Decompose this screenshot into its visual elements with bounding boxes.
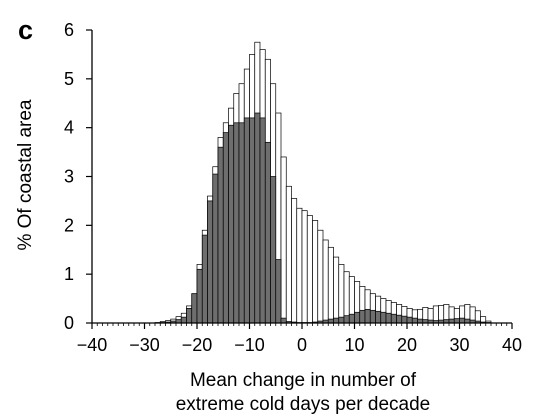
grey-bar (196, 268, 203, 324)
grey-bar (191, 293, 198, 324)
grey-bar (259, 117, 266, 324)
white-bar (301, 210, 308, 324)
grey-bar (217, 146, 224, 324)
grey-bar (359, 309, 366, 324)
grey-bar (201, 234, 208, 324)
y-tick-label: 4 (64, 118, 74, 138)
grey-bar (333, 317, 340, 324)
grey-bar (180, 316, 187, 324)
x-axis-title-line-2: extreme cold days per decade (176, 394, 431, 415)
grey-bar (270, 176, 277, 324)
grey-bar (275, 259, 282, 324)
white-bar (322, 239, 329, 324)
grey-bar (375, 310, 382, 324)
grey-bar (264, 141, 271, 324)
x-tick-label: 20 (397, 335, 417, 355)
white-bar (291, 198, 298, 324)
white-bar (312, 220, 319, 324)
grey-bar (453, 318, 460, 324)
grey-bar (390, 313, 397, 324)
white-bar (296, 207, 303, 324)
grey-bar (354, 311, 361, 324)
grey-bar (207, 200, 214, 324)
grey-bar (343, 315, 350, 324)
grey-bar (459, 317, 466, 324)
y-tick-label: 2 (64, 215, 74, 235)
x-axis-title-line-1: Mean change in number of (190, 370, 417, 391)
grey-bar (364, 308, 371, 324)
x-tick-label: −40 (77, 335, 108, 355)
grey-bar (280, 317, 287, 324)
x-tick-label: −30 (129, 335, 160, 355)
grey-bar (385, 312, 392, 324)
x-tick-label: 40 (502, 335, 522, 355)
y-axis-title: % Of coastal area (15, 99, 36, 250)
white-bar (338, 264, 345, 324)
x-tick-label: −10 (234, 335, 265, 355)
white-bar (285, 185, 292, 324)
grey-bar (348, 313, 355, 324)
y-tick-label: 6 (64, 20, 74, 40)
y-tick-label: 5 (64, 69, 74, 89)
white-bar (327, 246, 334, 324)
x-tick-label: −20 (182, 335, 213, 355)
grey-bar (243, 117, 250, 324)
white-bar (317, 229, 324, 324)
grey-bar (401, 315, 408, 324)
grey-bar (212, 173, 219, 324)
panel-label: c (18, 15, 33, 45)
grey-bar (228, 124, 235, 324)
white-bar (306, 215, 313, 324)
y-tick-label: 1 (64, 264, 74, 284)
grey-bar (254, 112, 261, 324)
grey-bar (233, 122, 240, 324)
grey-bar (411, 317, 418, 324)
grey-bar (238, 122, 245, 324)
white-bar (333, 256, 340, 324)
x-tick-label: 30 (449, 335, 469, 355)
grey-bar (406, 316, 413, 324)
grey-bar (249, 117, 256, 324)
white-bar (343, 271, 350, 324)
grey-bar (380, 311, 387, 324)
grey-bar (186, 308, 193, 324)
grey-bar (338, 316, 345, 324)
x-tick-label: 10 (344, 335, 364, 355)
x-tick-label: 0 (297, 335, 307, 355)
white-bar (280, 156, 287, 324)
y-tick-label: 0 (64, 313, 74, 333)
y-tick-label: 3 (64, 167, 74, 187)
grey-bar (222, 132, 229, 324)
grey-bar (396, 314, 403, 324)
grey-bar (369, 309, 376, 324)
axes: −40 −30 −20 −10 0 10 20 30 40 0 1 2 3 4 5 6 (64, 20, 522, 355)
